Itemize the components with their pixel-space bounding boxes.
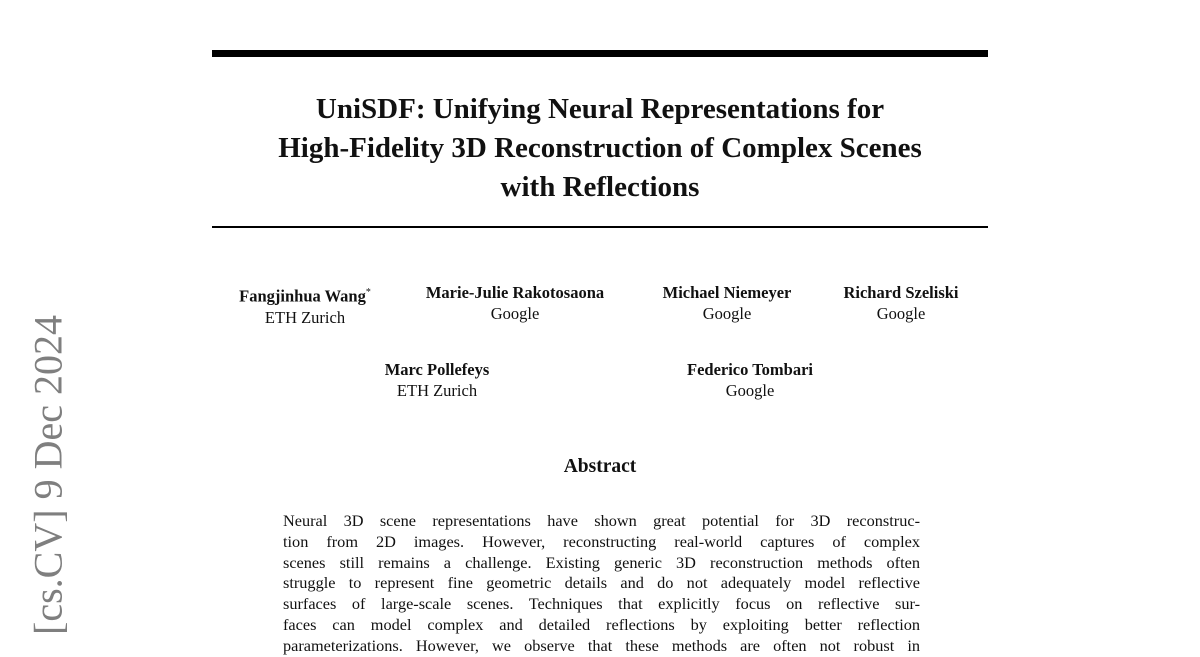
author-name: Federico Tombari [686,360,814,379]
abstract-line: parameterizations. However, we observe t… [283,635,920,655]
author-footnote-mark: * [365,287,371,298]
author: Marc Pollefeys ETH Zurich [317,359,557,401]
author-affiliation: ETH Zurich [264,307,346,327]
bottom-rule [212,226,988,228]
arxiv-stamp: [cs.CV] 9 Dec 2024 [25,315,71,635]
title-line: High-Fidelity 3D Reconstruction of Compl… [278,132,922,164]
author: Fangjinhua Wang* ETH Zurich [185,282,425,328]
author-name: Marc Pollefeys [384,360,490,379]
abstract-line: tion from 2D images. However, reconstruc… [283,531,920,551]
author-affiliation: Google [725,381,775,400]
author: Federico Tombari Google [630,359,870,401]
author-affiliation: Google [490,304,540,323]
abstract-body: Neural 3D scene representations have sho… [283,511,920,657]
abstract-line: scenes still remains a challenge. Existi… [283,552,920,572]
abstract-line: surfaces of large-scale scenes. Techniqu… [283,594,920,614]
author-name: Michael Niemeyer [662,283,792,302]
title-line: UniSDF: Unifying Neural Representations … [315,93,885,125]
abstract-heading: Abstract [563,456,637,477]
author-affiliation: Google [876,304,926,323]
top-rule [212,50,988,57]
paper-title: UniSDF: Unifying Neural Representations … [212,90,988,207]
abstract-line: struggle to represent fine geometric det… [283,573,920,593]
title-line: with Reflections [500,171,700,203]
author: Richard Szeliski Google [781,282,1021,324]
author-name: Richard Szeliski [843,283,959,302]
abstract-line: faces can model complex and detailed ref… [283,614,920,634]
author: Michael Niemeyer Google [607,282,847,324]
author-name: Marie-Julie Rakotosaona [425,283,605,302]
author-affiliation: ETH Zurich [396,381,478,400]
abstract-line: Neural 3D scene representations have sho… [283,511,920,530]
author-affiliation: Google [702,304,752,323]
author: Marie-Julie Rakotosaona Google [395,282,635,324]
author-name: Fangjinhua Wang [239,286,366,306]
